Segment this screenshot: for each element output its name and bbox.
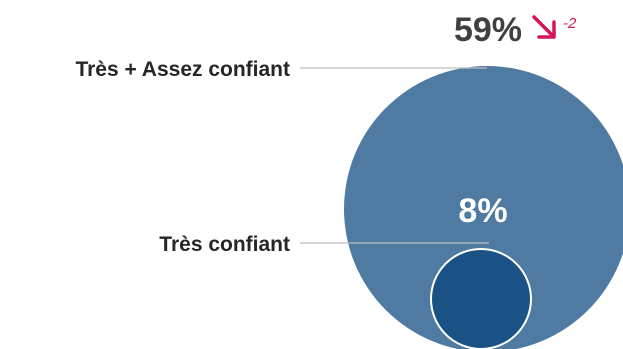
label-tres-assez-confiant: Très + Assez confiant (75, 58, 290, 81)
delta-value: -2 (563, 15, 577, 32)
value-label-tres-confiant: 8% (458, 192, 507, 230)
outer-circle-tres-assez-confiant (344, 66, 623, 349)
value-label-tres-assez-confiant: 59% (454, 11, 522, 49)
arrow-down-right-icon (532, 15, 556, 39)
inner-circle-tres-confiant (430, 248, 532, 349)
label-tres-confiant: Très confiant (159, 233, 290, 256)
